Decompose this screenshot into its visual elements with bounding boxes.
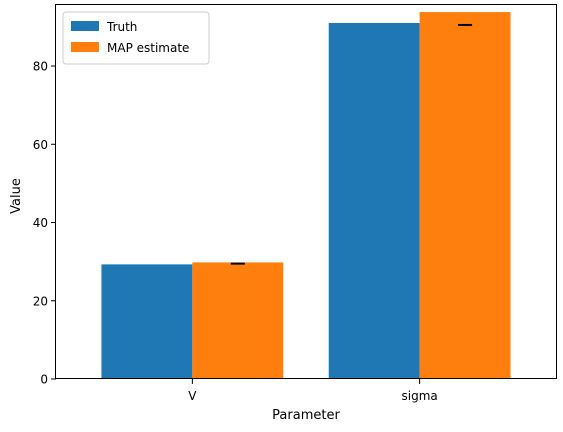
bar-map-estimate-sigma — [419, 12, 511, 380]
y-tick-label-60: 60 — [33, 138, 48, 152]
legend: Truth MAP estimate — [62, 11, 210, 65]
x-tick-label-v: V — [188, 389, 197, 403]
y-tick-label-20: 20 — [33, 294, 48, 308]
plot-frame — [55, 4, 557, 379]
y-tick-label-0: 0 — [40, 373, 48, 387]
bars-group — [101, 12, 511, 380]
bar-map-estimate-v — [192, 262, 284, 379]
y-axis-label: Value — [9, 178, 24, 214]
bar-truth-sigma — [328, 22, 420, 379]
legend-label-map-estimate: MAP estimate — [107, 41, 189, 55]
legend-label-truth: Truth — [106, 20, 137, 34]
legend-swatch-map-estimate — [71, 42, 99, 52]
legend-box — [62, 11, 210, 65]
bar-truth-v — [101, 264, 193, 379]
y-tick-label-40: 40 — [33, 216, 48, 230]
x-axis-label: Parameter — [272, 408, 340, 423]
legend-swatch-truth — [71, 21, 99, 31]
x-tick-label-sigma: sigma — [402, 389, 438, 403]
y-tick-label-80: 80 — [33, 60, 48, 74]
y-axis: 0 20 40 60 80 — [33, 60, 56, 387]
error-markers-group — [230, 23, 473, 265]
